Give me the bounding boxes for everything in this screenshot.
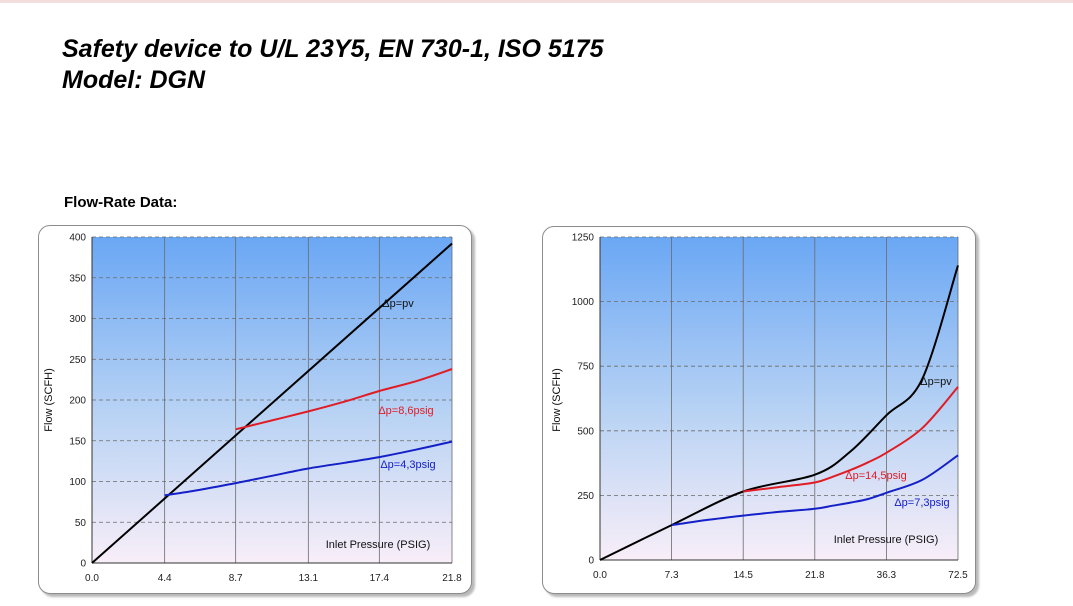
y-tick-label: 250 [69,355,86,366]
series-label: Δp=8,6psig [378,405,433,417]
x-tick-label: 4.4 [158,573,172,584]
series-line [599,265,959,561]
y-tick-label: 250 [577,491,594,502]
x-tick-label: 13.1 [299,573,319,584]
title-line-2: Model: DGN [62,66,206,94]
x-tick-label: 7.3 [665,570,679,581]
y-tick-label: 300 [69,314,86,325]
y-tick-label: 0 [80,559,86,570]
section-label: Flow-Rate Data: [64,194,178,211]
y-tick-label: 50 [75,518,87,529]
y-tick-label: 400 [69,233,86,244]
x-tick-label: 14.5 [733,570,753,581]
series-label: Δp=4,3psig [380,459,435,471]
title-line-1: Safety device to U/L 23Y5, EN 730-1, ISO… [62,35,604,63]
x-tick-label: 36.3 [877,570,897,581]
y-tick-label: 100 [69,477,86,488]
x-tick-label: 8.7 [229,573,243,584]
series-line [91,242,453,564]
x-axis-title: Inlet Pressure (PSIG) [834,534,939,546]
x-tick-label: 0.0 [85,573,99,584]
x-tick-label: 72.5 [948,570,968,581]
y-axis-title: Flow (SCFH) [43,368,55,432]
x-tick-label: 17.4 [370,573,390,584]
y-tick-label: 750 [577,362,594,373]
series-label: Δp=7,3psig [894,497,949,509]
plot-area [600,237,958,560]
y-tick-label: 200 [69,396,86,407]
series-label: Δp=pv [920,376,952,388]
chart-left: 0 50 100 150 200 250 300 350 400 0.0 4.4 8.7 13.1 17.… [43,233,462,585]
x-tick-label: 21.8 [805,570,825,581]
chart-right: 0 250 500 750 1000 1250 0.0 7.3 14.5 21.8 36.3 72.5… [551,233,968,582]
series-label: Δp=14,5psig [845,470,906,482]
series-label: Δp=pv [382,298,414,310]
top-rule [0,0,1073,3]
series-line [164,440,453,497]
y-tick-label: 1000 [572,297,595,308]
series-line [671,454,959,527]
x-tick-label: 21.8 [442,573,462,584]
y-tick-label: 0 [588,556,594,567]
y-tick-label: 150 [69,436,86,447]
page-title: Safety device to U/L 23Y5, EN 730-1, ISO… [62,34,603,96]
x-tick-label: 0.0 [593,570,607,581]
y-axis-title: Flow (SCFH) [551,368,563,432]
series-line [235,368,453,431]
y-tick-label: 1250 [572,233,595,244]
x-axis-title: Inlet Pressure (PSIG) [326,539,431,551]
series-line [743,386,959,493]
y-tick-label: 500 [577,426,594,437]
y-tick-label: 350 [69,273,86,284]
